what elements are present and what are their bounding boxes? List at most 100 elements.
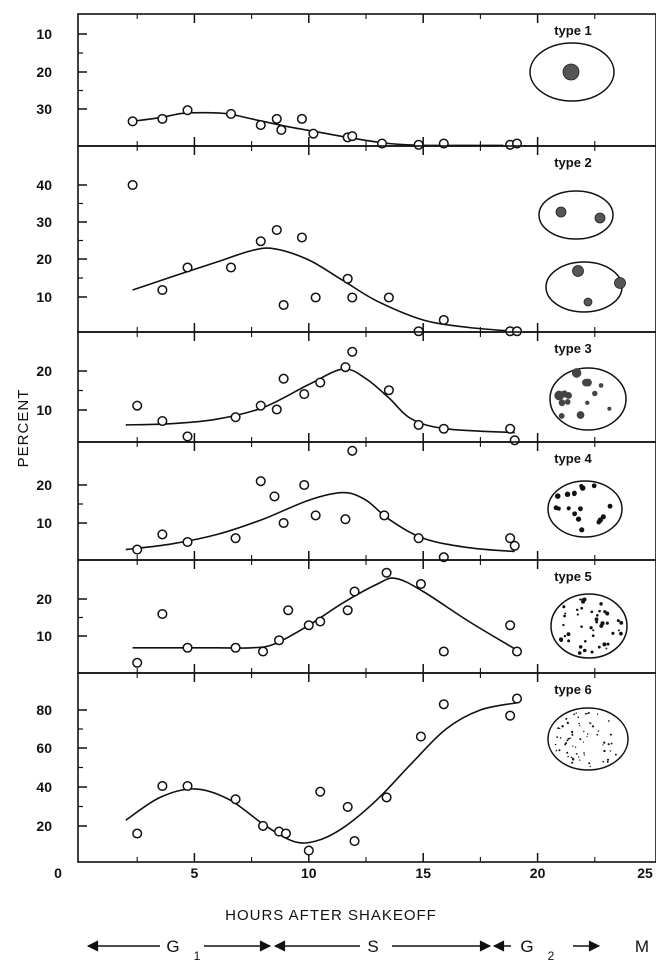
data-point <box>296 113 307 124</box>
nucleolus-dot <box>583 752 585 754</box>
nucleolus-dot <box>566 739 569 742</box>
data-point <box>271 113 282 124</box>
phase-label: G <box>166 937 179 956</box>
nucleolus-dot <box>609 733 612 736</box>
data-point <box>230 412 241 423</box>
nucleolus-dot <box>607 743 610 746</box>
data-point <box>310 510 321 521</box>
data-point <box>383 385 394 396</box>
panel-type-6: 20 40 60 80 type 6 <box>36 672 656 863</box>
data-point <box>413 419 424 430</box>
data-point <box>315 616 326 627</box>
data-point <box>230 794 241 805</box>
data-point <box>278 373 289 384</box>
y-tick-label: 40 <box>36 779 52 795</box>
nucleolus-dot <box>619 620 624 625</box>
data-point <box>278 299 289 311</box>
data-point <box>278 517 289 529</box>
nucleolus-dot <box>602 744 604 746</box>
panel-title: type 3 <box>554 341 592 356</box>
nucleolus-dot <box>558 399 566 407</box>
data-point <box>438 423 449 434</box>
data-point <box>157 529 168 540</box>
y-tick-label: 20 <box>36 591 52 607</box>
nucleolus-dot <box>571 733 574 736</box>
data-point <box>132 400 143 411</box>
fit-curve <box>125 701 520 844</box>
data-point <box>349 586 360 597</box>
data-point <box>383 292 394 303</box>
y-tick-label: 20 <box>36 251 52 267</box>
nucleolus-dot <box>567 737 570 740</box>
nucleolus-icon <box>594 212 606 224</box>
data-point <box>509 540 520 551</box>
data-point <box>299 389 310 400</box>
nucleolus-dot <box>574 746 577 748</box>
data-point <box>255 476 266 487</box>
nucleolus-dot <box>563 614 566 618</box>
nucleolus-dot <box>582 741 585 743</box>
data-point <box>381 792 392 803</box>
nucleolus-dot <box>586 733 589 735</box>
nucleolus-dot <box>590 650 594 654</box>
data-point <box>340 514 351 525</box>
data-point <box>347 292 358 303</box>
nucleolus-dot <box>554 743 557 746</box>
nucleolus-dot <box>583 730 585 733</box>
nucleolus-dot <box>564 399 571 405</box>
nucleolus-dot <box>570 756 573 759</box>
nucleolus-dot <box>596 733 599 736</box>
nucleolus-icon <box>583 297 593 307</box>
data-point <box>127 116 138 127</box>
y-tick-label: 40 <box>36 177 52 193</box>
x-tick-labels: 5 10 15 20 25 <box>191 865 653 881</box>
nucleolus-dot <box>605 611 610 616</box>
y-tick-label: 80 <box>36 702 52 718</box>
nucleolus-icon <box>555 206 567 218</box>
nucleolus-dot <box>590 610 594 614</box>
nucleolus-dot <box>566 751 569 754</box>
nucleolus-dot <box>572 491 577 497</box>
nucleolus-icon <box>614 277 626 289</box>
nucleolus-dot <box>591 483 597 489</box>
panel-title: type 5 <box>554 569 592 584</box>
nucleolus-dot <box>605 621 609 625</box>
nucleolus-dot <box>585 400 590 405</box>
data-point <box>157 780 168 792</box>
nucleolus-dot <box>586 735 588 738</box>
data-point <box>505 533 516 544</box>
phase-label: M <box>635 937 649 956</box>
x-axis-title: HOURS AFTER SHAKEOFF <box>225 907 437 924</box>
y-tick-label: 20 <box>36 818 52 834</box>
nucleolus-dot <box>583 754 585 756</box>
data-point <box>296 232 307 243</box>
nucleolus-dot <box>560 390 568 398</box>
x-tick-label: 25 <box>637 865 653 881</box>
nucleolus-icon <box>572 265 584 277</box>
data-point <box>438 314 449 326</box>
data-point <box>276 124 287 136</box>
nucleolus-dot <box>579 759 581 761</box>
nucleolus-dot <box>575 516 582 522</box>
data-point <box>342 273 353 284</box>
nucleolus-dot <box>559 727 561 730</box>
data-point <box>280 828 291 839</box>
nucleolus-dot <box>558 749 561 752</box>
data-point <box>438 646 449 657</box>
nucleolus-dot <box>599 602 603 606</box>
nucleolus-dot <box>614 753 617 756</box>
data-point <box>347 445 358 456</box>
y-tick-label: 60 <box>36 740 52 756</box>
nucleolus-dot <box>572 745 574 747</box>
nucleolus-dot <box>616 619 620 623</box>
fit-curve <box>132 247 515 333</box>
data-point <box>340 362 351 373</box>
data-point <box>303 845 314 856</box>
data-point <box>182 431 193 442</box>
data-point <box>182 536 193 548</box>
nucleolus-dot <box>578 645 583 649</box>
data-point <box>505 423 516 434</box>
data-point <box>182 262 193 273</box>
data-point <box>255 236 266 247</box>
nucleolus-dot <box>594 617 599 622</box>
